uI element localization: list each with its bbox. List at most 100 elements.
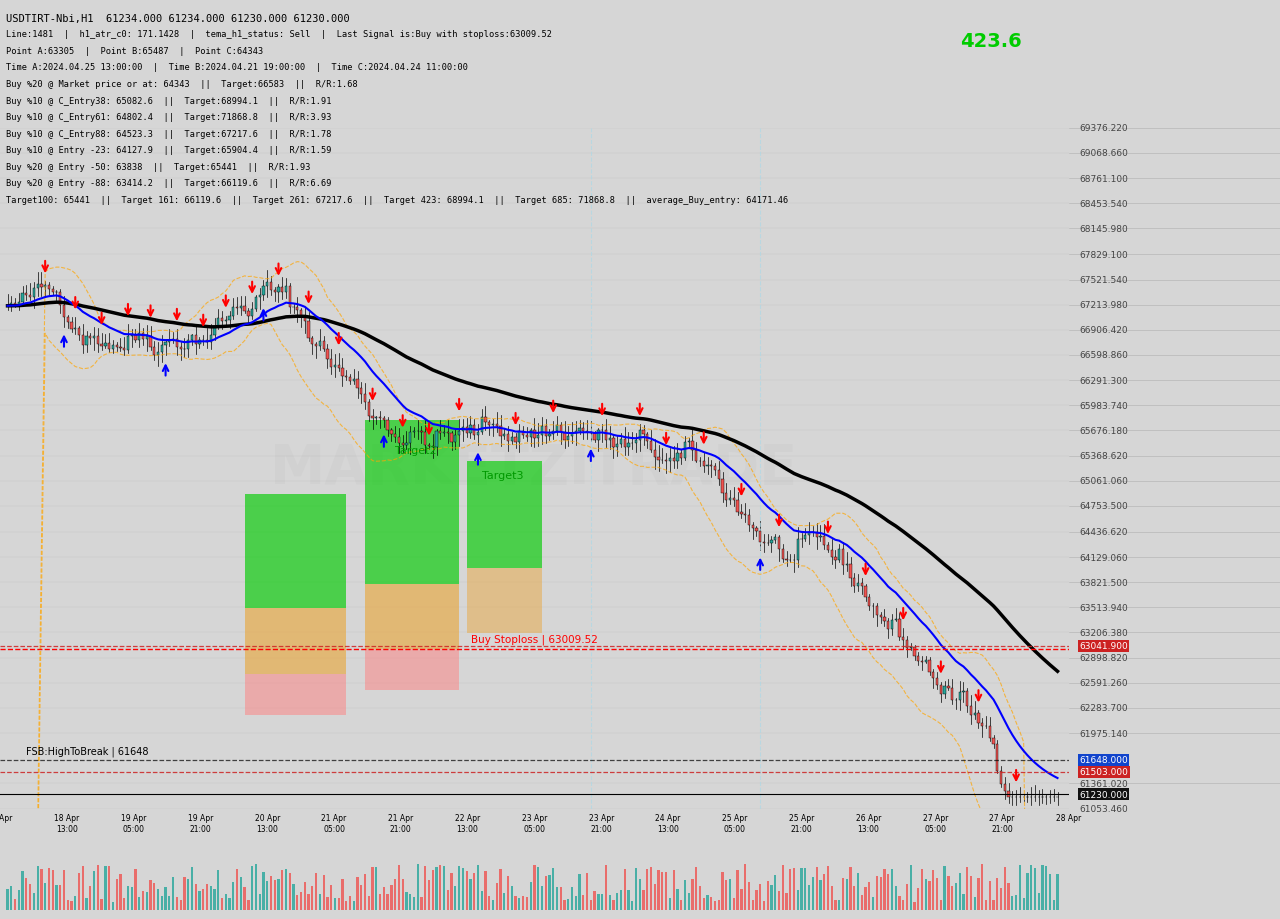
Bar [718, 900, 719, 910]
Bar [14, 304, 17, 306]
Bar [142, 334, 145, 340]
Bar [654, 450, 655, 458]
Bar [244, 608, 346, 675]
Bar [616, 893, 618, 910]
Bar [1030, 866, 1032, 910]
Text: 25 Apr
21:00: 25 Apr 21:00 [788, 813, 814, 833]
Bar [255, 298, 257, 310]
Bar [315, 873, 317, 910]
Bar [1052, 900, 1055, 910]
Bar [198, 891, 201, 910]
Bar [466, 427, 467, 434]
Bar [823, 874, 826, 910]
Text: 19 Apr
21:00: 19 Apr 21:00 [188, 813, 212, 833]
Bar [544, 876, 547, 910]
Bar [274, 291, 276, 293]
Bar [179, 347, 182, 349]
Bar [598, 893, 599, 910]
Bar [748, 516, 750, 526]
Bar [1004, 868, 1006, 910]
Bar [800, 868, 803, 910]
Bar [687, 441, 690, 443]
Bar [586, 432, 589, 433]
Bar [1044, 866, 1047, 910]
Bar [936, 678, 938, 686]
Bar [932, 672, 934, 678]
Bar [311, 339, 314, 345]
Bar [420, 897, 422, 910]
Bar [548, 434, 550, 437]
Bar [974, 897, 975, 910]
Bar [488, 896, 490, 910]
Bar [210, 886, 212, 910]
Text: 65061.060: 65061.060 [1079, 477, 1128, 486]
Bar [379, 894, 381, 910]
Bar [838, 549, 841, 561]
Bar [522, 431, 525, 436]
Bar [567, 437, 570, 441]
Text: Line:1481  |  h1_atr_c0: 171.1428  |  tema_h1_status: Sell  |  Last Signal is:Bu: Line:1481 | h1_atr_c0: 171.1428 | tema_h… [6, 30, 553, 40]
Bar [691, 441, 694, 450]
Bar [503, 893, 506, 910]
Bar [658, 458, 659, 460]
Bar [744, 515, 746, 516]
Bar [191, 336, 193, 341]
Bar [127, 337, 129, 350]
Text: 19 Apr
05:00: 19 Apr 05:00 [120, 813, 146, 833]
Bar [984, 901, 987, 910]
Bar [767, 881, 769, 910]
Bar [326, 897, 329, 910]
Bar [695, 450, 698, 461]
Bar [932, 870, 934, 910]
Bar [228, 898, 230, 910]
Text: 62898.820: 62898.820 [1079, 653, 1128, 663]
Bar [526, 897, 529, 910]
Bar [367, 896, 370, 910]
Bar [668, 899, 671, 910]
Bar [410, 432, 411, 444]
Bar [398, 865, 401, 910]
Bar [86, 336, 88, 346]
Bar [920, 869, 923, 910]
Bar [835, 900, 837, 910]
Bar [914, 647, 915, 656]
Bar [1023, 898, 1025, 910]
Bar [548, 875, 550, 910]
Bar [172, 877, 174, 910]
Bar [244, 675, 346, 715]
Bar [243, 888, 246, 910]
Bar [726, 494, 727, 500]
Bar [270, 876, 273, 910]
Bar [943, 866, 946, 910]
Bar [352, 901, 355, 910]
Text: 63513.940: 63513.940 [1079, 603, 1128, 612]
Bar [650, 442, 653, 450]
Bar [157, 890, 159, 910]
Bar [586, 873, 589, 910]
Text: 26 Apr
13:00: 26 Apr 13:00 [856, 813, 881, 833]
Bar [90, 336, 91, 339]
Bar [639, 879, 641, 910]
Bar [349, 896, 351, 910]
Bar [474, 873, 475, 910]
Text: 67213.980: 67213.980 [1079, 301, 1128, 310]
Bar [338, 366, 339, 369]
Bar [940, 686, 942, 694]
Text: 63206.380: 63206.380 [1079, 629, 1128, 637]
Text: 61053.460: 61053.460 [1079, 804, 1128, 813]
Bar [232, 882, 234, 910]
Bar [108, 344, 110, 350]
Bar [544, 426, 547, 437]
Bar [835, 558, 837, 561]
Bar [823, 537, 826, 545]
Bar [97, 336, 99, 345]
Bar [134, 335, 137, 341]
Bar [722, 480, 723, 494]
Bar [266, 881, 269, 910]
Bar [296, 307, 298, 312]
Bar [515, 437, 517, 442]
Text: 24 Apr
13:00: 24 Apr 13:00 [655, 813, 681, 833]
Bar [623, 439, 626, 448]
Bar [131, 888, 133, 910]
Bar [831, 887, 833, 910]
